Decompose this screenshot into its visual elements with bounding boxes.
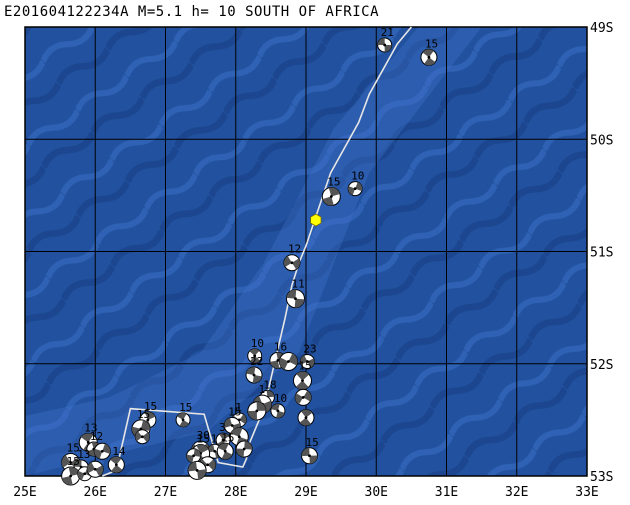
y-tick-label: 52S <box>590 358 613 373</box>
depth-label: 13 <box>77 448 90 461</box>
focal-mechanism-beachball[interactable] <box>297 409 315 427</box>
depth-label: 12 <box>90 430 103 443</box>
focal-mechanism-beachball[interactable] <box>294 388 312 406</box>
epicenter-hexagon[interactable] <box>310 213 322 227</box>
x-tick-label: 30E <box>365 485 388 500</box>
depth-label: 18 <box>263 378 276 391</box>
x-tick-label: 27E <box>154 485 177 500</box>
depth-label: 23 <box>303 343 316 356</box>
focal-mechanism-beachball[interactable] <box>187 460 207 480</box>
depth-label: 15 <box>179 401 192 414</box>
focal-mechanism-beachball[interactable]: 15 <box>420 37 438 66</box>
x-tick-label: 28E <box>224 485 247 500</box>
depth-label: 15 <box>306 436 319 449</box>
focal-mechanism-beachball[interactable] <box>278 352 298 372</box>
x-tick-label: 33E <box>575 485 598 500</box>
depth-label: 21 <box>381 26 394 39</box>
focal-mechanism-beachball[interactable]: 15 <box>321 175 341 206</box>
focal-mechanism-beachball[interactable]: 23 <box>299 343 317 370</box>
depth-label: 1 <box>258 383 265 396</box>
depth-label: 1 <box>211 432 218 445</box>
depth-label: 15 <box>144 400 157 413</box>
depth-label: 3 <box>219 421 226 434</box>
map-frame <box>24 26 588 477</box>
focal-mechanism-beachball[interactable] <box>93 442 111 460</box>
depth-label: 15 <box>67 455 80 468</box>
x-tick-label: 26E <box>84 485 107 500</box>
depth-label: 11 <box>291 278 304 291</box>
depth-label: 15 <box>298 360 311 373</box>
focal-mechanism-beachball[interactable] <box>247 401 267 421</box>
focal-mechanism-beachball[interactable]: 12 <box>283 243 301 272</box>
depth-label: 12 <box>288 243 301 256</box>
focal-mechanism-beachball[interactable]: 21 <box>377 26 394 53</box>
focal-mechanism-beachball[interactable]: 15 <box>61 455 81 486</box>
depth-label: 30 <box>197 429 210 442</box>
focal-mechanism-beachball[interactable]: 10 <box>347 170 364 197</box>
x-tick-label: 25E <box>13 485 36 500</box>
map-title: E201604122234A M=5.1 h= 10 SOUTH OF AFRI… <box>4 4 380 20</box>
depth-label: 15 <box>197 433 210 446</box>
focal-mechanism-beachball[interactable]: 14 <box>107 445 126 474</box>
focal-mechanism-beachball[interactable] <box>235 440 253 458</box>
depth-label: 16 <box>274 340 287 353</box>
depth-label: 15 <box>221 431 234 444</box>
focal-mechanism-beachball[interactable]: 22 <box>245 355 263 384</box>
focal-mechanism-beachball[interactable] <box>86 460 104 478</box>
depth-label: 15 <box>137 408 150 421</box>
y-tick-label: 53S <box>590 470 613 485</box>
depth-label: 15 <box>228 405 241 418</box>
depth-label: 22 <box>250 355 263 368</box>
y-tick-label: 50S <box>590 133 613 148</box>
x-tick-label: 29E <box>294 485 317 500</box>
axis-tick-labels: 25E 26E 27E 28E 29E 30E 31E 32E 33E 49S 50S 51S 52S 5… <box>13 21 613 500</box>
focal-mechanism-beachball[interactable]: 10 <box>270 392 287 419</box>
epicenter-marker <box>310 213 322 227</box>
depth-label: 10 <box>351 170 364 183</box>
focal-mechanism-beachball[interactable] <box>186 448 202 464</box>
focal-mechanism-beachball[interactable]: 15 <box>301 436 319 465</box>
depth-label: 10 <box>274 392 287 405</box>
depth-label: 13 <box>84 421 97 434</box>
focal-mechanism-beachball[interactable]: 15 <box>216 431 234 460</box>
focal-mechanism-beachball[interactable]: 10 <box>247 337 264 364</box>
focal-mechanism-beachball[interactable]: 15 <box>175 401 192 428</box>
depth-label: 14 <box>112 445 126 458</box>
depth-label: 15 <box>67 442 80 455</box>
depth-label: 10 <box>251 337 264 350</box>
x-tick-label: 32E <box>505 485 528 500</box>
x-tick-label: 31E <box>435 485 458 500</box>
depth-label: 15 <box>327 175 340 188</box>
y-tick-label: 51S <box>590 246 613 261</box>
y-tick-label: 49S <box>590 21 613 36</box>
depth-label: 15 <box>425 37 438 50</box>
depth-label: 1 <box>235 401 242 414</box>
focal-mechanism-beachball[interactable]: 11 <box>285 278 305 309</box>
lat-lon-grid <box>24 26 588 477</box>
focal-mechanism-beachball[interactable] <box>134 429 150 445</box>
